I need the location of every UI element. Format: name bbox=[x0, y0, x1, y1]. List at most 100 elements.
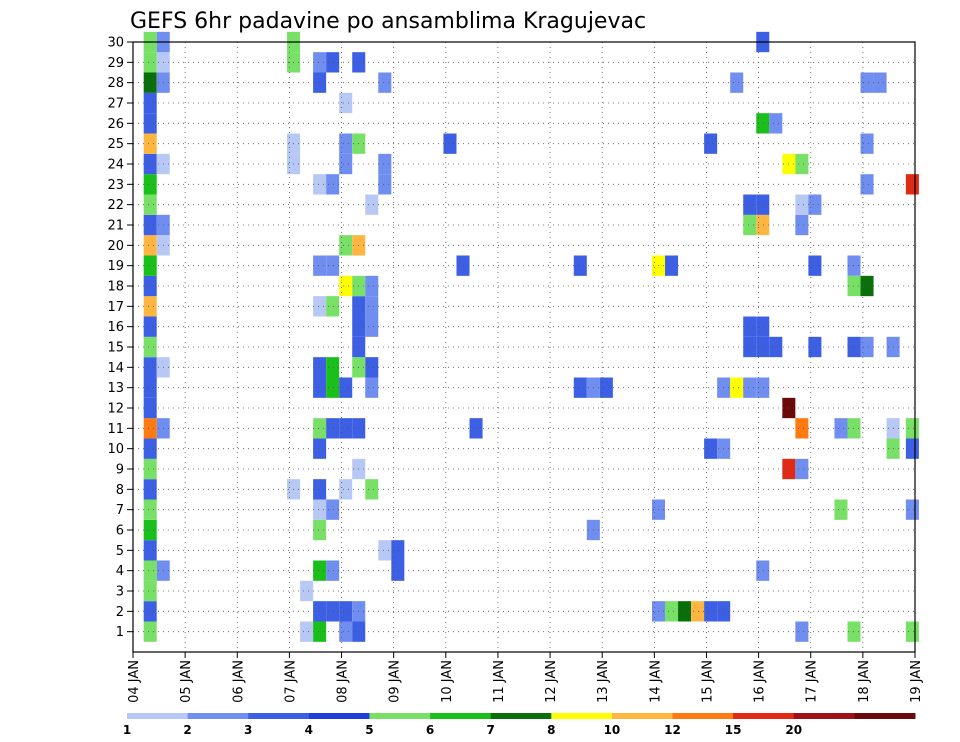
heatmap-cell bbox=[143, 438, 157, 459]
heatmap-cell bbox=[143, 214, 157, 236]
heatmap-cell bbox=[860, 133, 874, 154]
heatmap-cell bbox=[313, 438, 327, 459]
heatmap-cell bbox=[847, 275, 861, 297]
heatmap-cell bbox=[365, 275, 379, 297]
colorbar-tick-label: 8 bbox=[547, 723, 555, 737]
heatmap-cell bbox=[873, 72, 887, 93]
y-tick-label: 2 bbox=[116, 605, 124, 620]
heatmap-cell bbox=[795, 621, 809, 642]
heatmap-cell bbox=[339, 153, 353, 175]
colorbar-tick-label: 12 bbox=[664, 723, 681, 737]
heatmap-cell bbox=[469, 418, 483, 439]
heatmap-cell bbox=[808, 194, 822, 215]
colorbar-tick-label: 3 bbox=[244, 723, 252, 737]
heatmap-cell bbox=[300, 580, 314, 602]
heatmap-cell bbox=[365, 296, 379, 317]
heatmap-cell bbox=[143, 316, 157, 337]
heatmap-cell bbox=[143, 153, 157, 175]
heatmap-cells bbox=[143, 31, 919, 642]
heatmap-cell bbox=[808, 336, 822, 358]
heatmap-cell bbox=[313, 418, 327, 439]
colorbar-tick-label: 5 bbox=[365, 723, 373, 737]
heatmap-cell bbox=[143, 499, 157, 520]
heatmap-cell bbox=[326, 560, 340, 581]
heatmap-cell bbox=[378, 153, 392, 175]
heatmap-cell bbox=[143, 418, 157, 439]
x-tick-label: 04 JAN bbox=[127, 660, 142, 703]
y-tick-label: 8 bbox=[116, 483, 124, 498]
x-tick-label: 13 JAN bbox=[596, 660, 611, 703]
y-axis: 1234567891011121314151617181920212223242… bbox=[107, 36, 133, 640]
y-tick-label: 23 bbox=[107, 178, 124, 193]
y-tick-label: 9 bbox=[116, 463, 124, 478]
heatmap-cell bbox=[860, 275, 874, 297]
heatmap-cell bbox=[905, 621, 919, 642]
y-tick-label: 22 bbox=[107, 198, 124, 213]
heatmap-cell bbox=[860, 336, 874, 358]
heatmap-cell bbox=[326, 174, 340, 195]
heatmap-cell bbox=[339, 601, 353, 622]
x-tick-label: 15 JAN bbox=[700, 660, 715, 703]
heatmap-cell bbox=[313, 499, 327, 520]
x-tick-label: 06 JAN bbox=[231, 660, 246, 703]
heatmap-cell bbox=[339, 92, 353, 114]
y-tick-label: 25 bbox=[107, 137, 124, 152]
x-tick-label: 09 JAN bbox=[388, 660, 403, 703]
heatmap-cell bbox=[313, 255, 327, 276]
heatmap-cell bbox=[756, 560, 770, 581]
x-tick-label: 14 JAN bbox=[648, 660, 663, 703]
heatmap-cell bbox=[378, 540, 392, 561]
heatmap-cell bbox=[743, 316, 757, 337]
colorbar-segment bbox=[551, 713, 613, 719]
heatmap-cell bbox=[326, 52, 340, 73]
heatmap-cell bbox=[665, 255, 679, 276]
y-tick-label: 12 bbox=[107, 402, 124, 417]
heatmap-cell bbox=[847, 255, 861, 276]
x-tick-label: 05 JAN bbox=[179, 660, 194, 703]
heatmap-cell bbox=[905, 418, 919, 439]
heatmap-cell bbox=[313, 174, 327, 195]
colorbar-segment bbox=[733, 713, 795, 719]
x-tick-label: 07 JAN bbox=[283, 660, 298, 703]
y-tick-label: 4 bbox=[116, 564, 124, 579]
colorbar-segment bbox=[672, 713, 734, 719]
heatmap-cell bbox=[847, 336, 861, 358]
y-tick-label: 3 bbox=[116, 585, 124, 600]
y-tick-label: 18 bbox=[107, 280, 124, 295]
y-tick-label: 15 bbox=[107, 341, 124, 356]
heatmap-cell bbox=[339, 133, 353, 154]
heatmap-cell bbox=[756, 377, 770, 398]
y-tick-label: 20 bbox=[107, 239, 124, 254]
colorbar-segment bbox=[490, 713, 552, 719]
heatmap-cell bbox=[143, 113, 157, 134]
heatmap-cell bbox=[143, 52, 157, 73]
heatmap-cell bbox=[905, 438, 919, 459]
heatmap-cell bbox=[769, 336, 783, 358]
y-tick-label: 24 bbox=[107, 158, 124, 173]
colorbar-segment bbox=[308, 713, 370, 719]
heatmap-cell bbox=[143, 275, 157, 297]
heatmap-cell bbox=[313, 621, 327, 642]
heatmap-cell bbox=[313, 519, 327, 541]
heatmap-cell bbox=[795, 458, 809, 480]
heatmap-cell bbox=[756, 113, 770, 134]
heatmap-cell bbox=[143, 255, 157, 276]
heatmap-cell bbox=[730, 377, 744, 398]
heatmap-cell bbox=[326, 418, 340, 439]
heatmap-cell bbox=[143, 621, 157, 642]
heatmap-cell bbox=[905, 174, 919, 195]
heatmap-cell bbox=[339, 418, 353, 439]
colorbar-tick-label: 15 bbox=[725, 723, 742, 737]
y-tick-label: 16 bbox=[107, 320, 124, 335]
x-tick-label: 19 JAN bbox=[909, 660, 924, 703]
chart-title: GEFS 6hr padavine po ansamblima Kragujev… bbox=[130, 9, 646, 34]
heatmap-cell bbox=[143, 479, 157, 500]
x-tick-label: 12 JAN bbox=[544, 660, 559, 703]
y-tick-label: 1 bbox=[116, 625, 124, 640]
heatmap-cell bbox=[143, 458, 157, 480]
heatmap-cell bbox=[143, 133, 157, 154]
heatmap-cell bbox=[143, 377, 157, 398]
heatmap-cell bbox=[143, 580, 157, 602]
x-axis: 04 JAN 05 JAN 06 JAN 07 JAN 08 JAN 09 JAN 10 J… bbox=[127, 652, 924, 703]
